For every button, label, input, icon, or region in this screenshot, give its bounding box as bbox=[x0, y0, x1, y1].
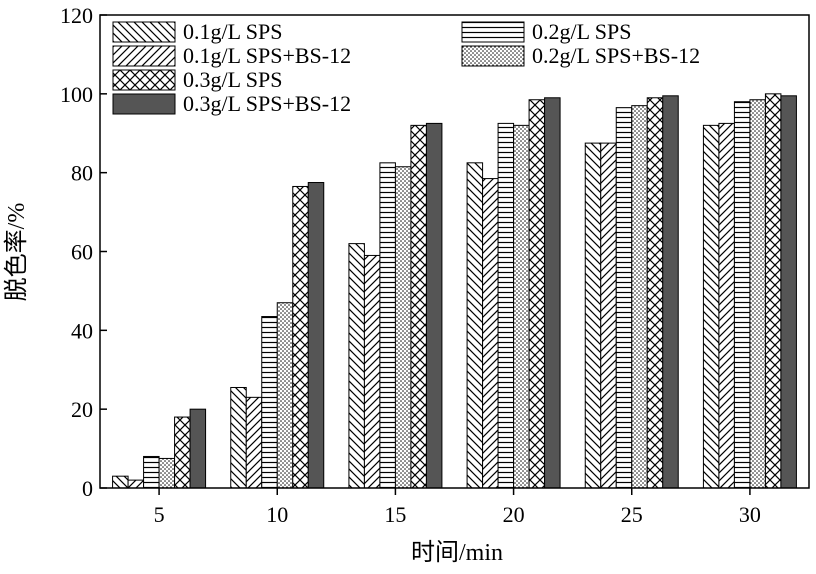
y-tick-label: 20 bbox=[71, 397, 93, 422]
bar-series-2-25 bbox=[600, 142, 617, 489]
bar-series-5-25 bbox=[646, 97, 664, 489]
bar-series-1-5 bbox=[112, 475, 129, 489]
x-tick-label: 5 bbox=[154, 502, 165, 527]
x-tick-label: 10 bbox=[266, 502, 288, 527]
x-tick-label: 15 bbox=[384, 502, 406, 527]
bars-layer bbox=[112, 93, 797, 489]
bar-series-2-5 bbox=[127, 479, 145, 489]
legend-swatch-series-2 bbox=[112, 45, 176, 67]
bar-series-3-10 bbox=[261, 316, 278, 489]
bar-series-1-30 bbox=[702, 124, 720, 489]
bar-series-5-20 bbox=[528, 99, 546, 489]
legend-swatch-series-3 bbox=[461, 21, 525, 43]
bar-series-5-10 bbox=[292, 185, 309, 489]
y-tick-label: 120 bbox=[60, 3, 93, 28]
bar-series-6-25 bbox=[662, 95, 679, 489]
bar-series-6-30 bbox=[780, 95, 797, 489]
bar-series-3-5 bbox=[143, 455, 160, 489]
bar-series-2-15 bbox=[363, 254, 381, 489]
y-tick-label: 0 bbox=[82, 476, 93, 501]
bar-series-3-30 bbox=[733, 101, 751, 489]
legend-swatch-series-5 bbox=[112, 69, 176, 91]
bar-series-5-30 bbox=[764, 93, 782, 489]
bar-series-4-30 bbox=[749, 99, 766, 489]
bar-series-4-25 bbox=[631, 105, 648, 489]
legend-label-series-3: 0.2g/L SPS bbox=[532, 19, 631, 44]
legend-swatch-series-1 bbox=[112, 21, 176, 43]
y-tick-label: 80 bbox=[71, 161, 93, 186]
bar-series-5-15 bbox=[410, 124, 427, 489]
bar-series-4-15 bbox=[394, 166, 412, 489]
bar-series-3-15 bbox=[379, 162, 396, 489]
bar-series-5-5 bbox=[174, 416, 191, 489]
bar-series-2-20 bbox=[482, 178, 499, 489]
bar-series-6-10 bbox=[307, 182, 325, 489]
bar-series-3-25 bbox=[615, 107, 633, 489]
bar-series-3-20 bbox=[497, 122, 515, 489]
bar-series-2-30 bbox=[718, 122, 735, 489]
bar-series-6-5 bbox=[189, 408, 207, 489]
bar-series-4-20 bbox=[513, 124, 530, 489]
bar-series-2-10 bbox=[245, 396, 263, 489]
bar-series-6-15 bbox=[425, 122, 443, 489]
bar-series-4-5 bbox=[158, 457, 176, 489]
x-tick-label: 30 bbox=[739, 502, 761, 527]
legend-label-series-1: 0.1g/L SPS bbox=[183, 19, 282, 44]
legend-label-series-6: 0.3g/L SPS+BS-12 bbox=[183, 91, 351, 116]
legend-label-series-5: 0.3g/L SPS bbox=[183, 67, 282, 92]
axes-layer: 0 20 40 60 80 100 120 5 10 15 20 25 30 bbox=[60, 3, 810, 527]
legend-swatch-series-6 bbox=[112, 93, 176, 115]
x-tick-label: 20 bbox=[503, 502, 525, 527]
bar-series-1-20 bbox=[466, 162, 484, 489]
y-tick-label: 100 bbox=[60, 82, 93, 107]
bar-series-1-15 bbox=[348, 243, 365, 489]
legend-swatch-series-4 bbox=[461, 45, 525, 67]
y-tick-label: 40 bbox=[71, 318, 93, 343]
y-tick-label: 60 bbox=[71, 240, 93, 265]
x-axis-title: 时间/min bbox=[411, 539, 503, 566]
bar-series-1-25 bbox=[584, 142, 602, 489]
bar-series-1-10 bbox=[230, 386, 247, 489]
y-axis-title: 脱色率/% bbox=[3, 203, 30, 302]
legend-label-series-2: 0.1g/L SPS+BS-12 bbox=[183, 43, 351, 68]
x-tick-label: 25 bbox=[621, 502, 643, 527]
legend-label-series-4: 0.2g/L SPS+BS-12 bbox=[532, 43, 700, 68]
bar-series-6-20 bbox=[544, 97, 561, 489]
bar-series-4-10 bbox=[276, 302, 294, 489]
